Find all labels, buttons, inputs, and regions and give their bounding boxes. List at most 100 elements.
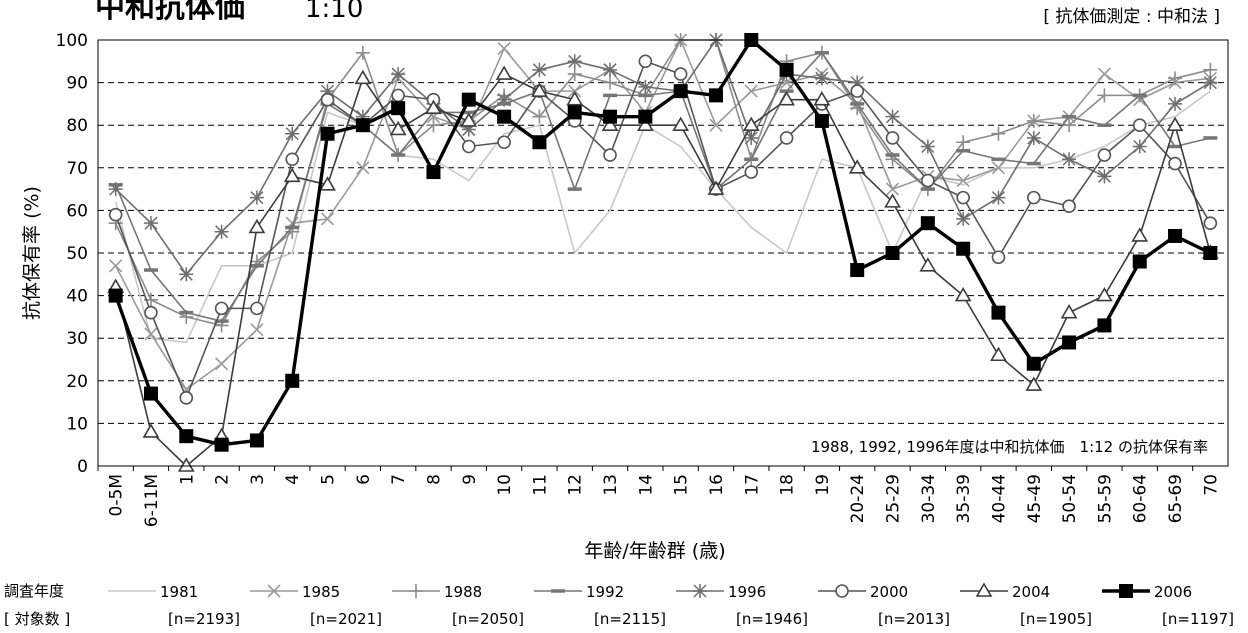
- x-tick-label: 4: [283, 474, 303, 485]
- data-point-1996: [956, 211, 971, 226]
- data-point-2000: [1132, 118, 1147, 132]
- data-point-2004: [636, 116, 654, 131]
- data-point-1985: [215, 357, 229, 371]
- legend-marker: [835, 584, 849, 598]
- x-tick-label: 45-49: [1025, 474, 1045, 523]
- data-point-2006: [285, 373, 300, 388]
- data-point-1985: [356, 161, 370, 175]
- data-point-1996: [214, 224, 229, 239]
- legend: 1981 [n=2193] 1985 [n=2021] 1988 [n=2050] 1992…: [108, 582, 1234, 628]
- y-tick-label: 90: [66, 74, 88, 94]
- data-point-1996: [567, 54, 582, 69]
- data-point-2006: [1026, 356, 1041, 371]
- legend-label: 1985: [302, 583, 340, 601]
- y-tick-label: 70: [66, 159, 88, 179]
- data-point-2004: [319, 176, 336, 191]
- y-tick-label: 30: [66, 329, 88, 349]
- legend-count: [n=2115]: [594, 610, 666, 628]
- data-point-1996: [850, 75, 865, 90]
- data-point-2004: [177, 457, 195, 472]
- series-2006: [108, 33, 1218, 452]
- data-point-2006: [143, 386, 158, 401]
- x-axis-label: 年齢/年齢群 (歳): [584, 540, 725, 562]
- x-tick-label: 12: [566, 474, 586, 496]
- series-line-2006: [114, 38, 1212, 447]
- data-point-2004: [848, 159, 866, 174]
- data-point-2006: [1203, 246, 1218, 260]
- data-point-2006: [249, 433, 264, 448]
- x-tick-label: 0-5M: [107, 474, 127, 516]
- legend-label: 2000: [870, 583, 908, 601]
- y-tick-label: 80: [66, 116, 88, 136]
- x-tick-label: 50-54: [1060, 474, 1080, 523]
- x-tick-label: 70: [1201, 474, 1221, 496]
- data-point-2006: [355, 118, 370, 133]
- data-point-2000: [779, 131, 794, 145]
- data-point-1996: [1203, 75, 1218, 90]
- x-tick-label: 19: [813, 474, 833, 496]
- x-tick-label: 7: [389, 474, 409, 485]
- data-point-1996: [497, 92, 512, 107]
- series-1981: [114, 90, 1211, 344]
- x-tick-label: 11: [530, 474, 550, 496]
- data-point-2000: [673, 67, 688, 81]
- legend-item-1985: 1985 [n=2021]: [250, 583, 382, 628]
- data-point-2004: [248, 218, 266, 234]
- data-point-2006: [497, 109, 512, 124]
- data-point-2000: [603, 148, 617, 162]
- data-point-2004: [142, 423, 160, 438]
- data-point-2000: [991, 250, 1006, 265]
- data-point-2006: [179, 429, 194, 444]
- data-point-2000: [391, 88, 405, 103]
- data-point-1996: [991, 190, 1006, 205]
- data-point-1996: [885, 109, 900, 124]
- x-tick-label: 40-44: [989, 474, 1009, 523]
- data-point-1985: [250, 323, 264, 337]
- series-1996: [108, 33, 1218, 282]
- data-point-2000: [956, 190, 970, 205]
- legend-count: [n=2013]: [878, 610, 950, 628]
- legend-marker: [1119, 584, 1133, 598]
- data-point-2006: [920, 216, 935, 231]
- legend-count: [n=1905]: [1020, 610, 1092, 628]
- data-point-2004: [495, 65, 513, 80]
- gridlines: [98, 82, 1228, 424]
- data-point-2006: [567, 105, 582, 120]
- data-point-2006: [391, 101, 406, 116]
- legend-item-2004: 2004 [n=1905]: [960, 582, 1092, 628]
- data-point-2006: [956, 241, 971, 256]
- data-point-2004: [425, 99, 442, 114]
- data-point-2004: [778, 91, 795, 106]
- legend-item-2000: 2000 [n=2013]: [818, 583, 950, 628]
- data-point-2006: [708, 88, 723, 103]
- x-tick-label: 20-24: [848, 474, 868, 523]
- legend-item-1988: 1988 [n=2050]: [392, 583, 524, 628]
- data-point-1988: [1203, 62, 1218, 77]
- legend-item-2006: 2006 [n=1197]: [1102, 583, 1234, 628]
- data-point-1996: [143, 216, 158, 231]
- legend-label: 1992: [586, 583, 624, 601]
- data-point-2000: [850, 84, 865, 98]
- data-point-2000: [144, 305, 158, 320]
- plot-frame: [97, 39, 1229, 467]
- data-point-1985: [109, 259, 123, 273]
- data-point-1996: [744, 130, 759, 145]
- data-point-1988: [1168, 71, 1183, 86]
- x-tick-label: 6-11M: [142, 474, 162, 527]
- data-point-2000: [179, 391, 194, 405]
- y-tick-label: 10: [66, 414, 88, 434]
- x-tick-label: 18: [778, 474, 798, 496]
- y-tick-label: 60: [66, 201, 88, 221]
- data-point-1985: [497, 41, 511, 56]
- data-point-2006: [603, 109, 618, 124]
- data-point-1996: [249, 190, 264, 205]
- data-point-2006: [426, 165, 441, 180]
- data-point-1988: [567, 67, 582, 82]
- y-tick-label: 0: [77, 457, 88, 477]
- data-point-1988: [426, 118, 441, 133]
- data-point-2004: [460, 112, 478, 127]
- x-tick-label: 14: [636, 474, 656, 496]
- data-point-1996: [1097, 169, 1112, 184]
- legend-marker: [267, 584, 281, 598]
- y-tick-label: 100: [56, 31, 88, 51]
